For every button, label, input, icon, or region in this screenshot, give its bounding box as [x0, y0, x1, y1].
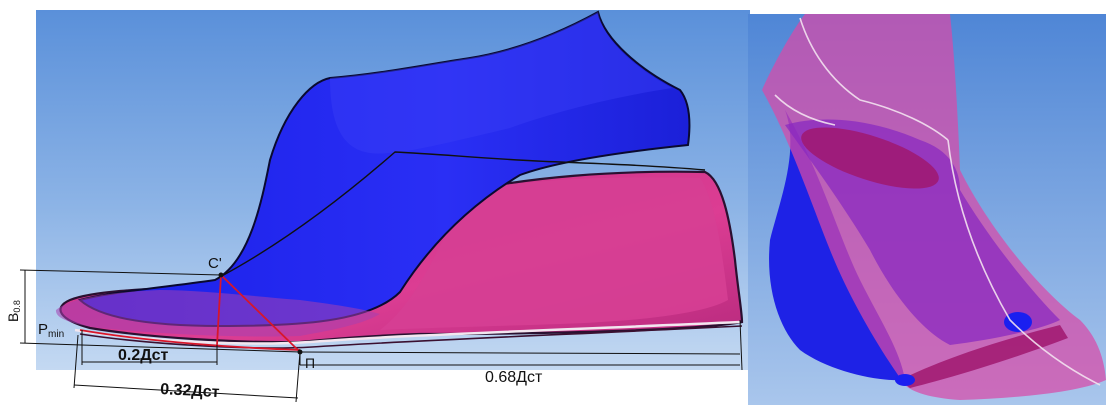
point-c-prime [218, 272, 224, 278]
label-dim-0-68: 0.68Дст [485, 369, 543, 386]
upper-highlight [330, 12, 672, 154]
label-b08: B0.8 [5, 300, 22, 322]
sole-edge [74, 320, 741, 345]
front-inner-overlap [785, 119, 1060, 345]
sole-bottom-line [79, 325, 743, 349]
label-p: П [305, 355, 315, 371]
point-p [297, 349, 303, 355]
label-c-prime: C' [208, 255, 222, 272]
front-view-panel [748, 14, 1106, 405]
last-outline [217, 151, 706, 279]
front-heel-spot [895, 374, 915, 386]
label-dim-0-32: 0.32Дст [160, 381, 220, 401]
front-edge-lines [774, 17, 1101, 386]
front-toe-band [900, 325, 1068, 388]
front-throat-ellipse [801, 127, 939, 189]
heel-inner-face [380, 177, 728, 330]
dimension-lines [19, 269, 743, 403]
label-p-min: Pmin [38, 321, 64, 340]
label-dim-0-2: 0.2Дст [118, 347, 169, 364]
side-view-panel: C' Pmin B0.8 П 0.2Дст 0.32Дст 0.68Дст [5, 10, 750, 403]
front-toe-spot [1004, 312, 1032, 332]
construction-lines [79, 274, 301, 353]
